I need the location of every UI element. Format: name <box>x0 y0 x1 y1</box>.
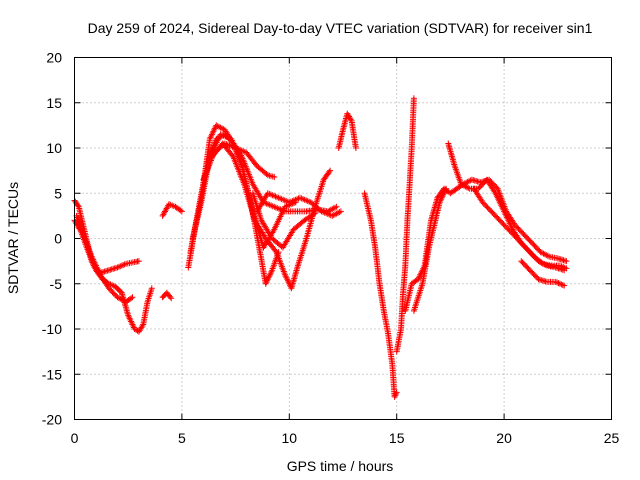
marker-track-l-5-7 <box>310 211 317 218</box>
marker-track-s-end <box>561 282 568 289</box>
y-tick-label-4: 0 <box>54 231 62 247</box>
x-tick-label-2: 10 <box>282 430 298 446</box>
chart-title: Day 259 of 2024, Sidereal Day-to-day VTE… <box>88 20 593 36</box>
series-track-t <box>410 185 450 314</box>
series-track-m <box>335 110 359 151</box>
marker-track-d-end <box>168 295 175 302</box>
marker-track-s-4-0 <box>552 278 559 285</box>
y-tick-label-8: -20 <box>42 412 62 428</box>
x-tick-label-0: 0 <box>71 430 79 446</box>
series-track-n <box>361 190 400 400</box>
y-axis-label: SDTVAR / TECUs <box>5 182 21 294</box>
marker-track-j-12-6 <box>326 168 333 175</box>
data-markers <box>71 95 570 400</box>
series-track-l <box>249 190 319 251</box>
marker-track-n-end <box>393 389 400 396</box>
y-tick-label-5: -5 <box>50 276 63 292</box>
marker-track-e-2-4 <box>177 207 184 214</box>
marker-track-c-end <box>129 294 136 301</box>
marker-track-r-7-6 <box>538 259 545 266</box>
series-track-r <box>471 185 570 272</box>
y-tick-labels: 20 15 10 5 0 -5 -10 -15 -20 <box>42 50 62 428</box>
marker-track-l-end <box>312 210 319 217</box>
x-tick-label-4: 20 <box>496 430 512 446</box>
marker-track-a-0-4 <box>74 202 81 209</box>
marker-track-p-end <box>563 258 570 265</box>
marker-track-m-end <box>352 145 359 151</box>
marker-track-t-end <box>443 185 450 192</box>
series-track-s <box>518 258 568 289</box>
marker-track-e-end <box>178 208 185 215</box>
series-track-c <box>73 212 136 305</box>
marker-track-a-end <box>148 285 155 292</box>
marker-track-d-1-3 <box>167 293 174 300</box>
marker-track-b-6-4 <box>120 262 127 268</box>
marker-track-j-end <box>327 167 334 174</box>
marker-track-g-end <box>333 203 340 210</box>
marker-track-b-6-1 <box>115 263 122 270</box>
x-tick-label-3: 15 <box>389 430 405 446</box>
marker-track-r-end <box>563 265 570 272</box>
series-track-d <box>159 289 175 302</box>
marker-track-s-4-1 <box>554 279 561 286</box>
marker-track-b-6-0 <box>114 264 121 271</box>
marker-track-a-12-4 <box>139 322 146 329</box>
y-tick-label-3: 5 <box>54 185 62 201</box>
marker-track-b-end <box>135 258 142 265</box>
marker-track-s-4-4 <box>558 281 565 288</box>
x-tick-labels: 0 5 10 15 20 25 <box>71 430 620 446</box>
y-tick-label-2: 10 <box>46 140 62 156</box>
series-track-j <box>209 140 334 292</box>
marker-track-b-6-3 <box>118 262 125 269</box>
marker-track-s-4-2 <box>555 280 562 287</box>
marker-track-s-4-5 <box>559 282 566 288</box>
y-tick-label-0: 20 <box>46 50 62 66</box>
x-tick-label-5: 25 <box>604 430 620 446</box>
x-tick-label-1: 5 <box>178 430 186 446</box>
series-track-e <box>159 201 185 219</box>
axis-ticks <box>74 57 612 420</box>
marker-track-k-end <box>337 208 344 215</box>
y-tick-label-1: 15 <box>46 95 62 111</box>
marker-track-p-18-5 <box>544 252 551 259</box>
x-axis-label: GPS time / hours <box>287 458 394 474</box>
y-tick-label-6: -10 <box>42 321 62 337</box>
marker-track-i-end <box>271 174 278 180</box>
series-track-o <box>393 95 417 355</box>
marker-track-q-2-5 <box>465 185 472 191</box>
marker-track-c-6-4 <box>128 295 135 302</box>
y-tick-label-7: -15 <box>42 366 62 382</box>
marker-track-o-end <box>410 95 417 102</box>
